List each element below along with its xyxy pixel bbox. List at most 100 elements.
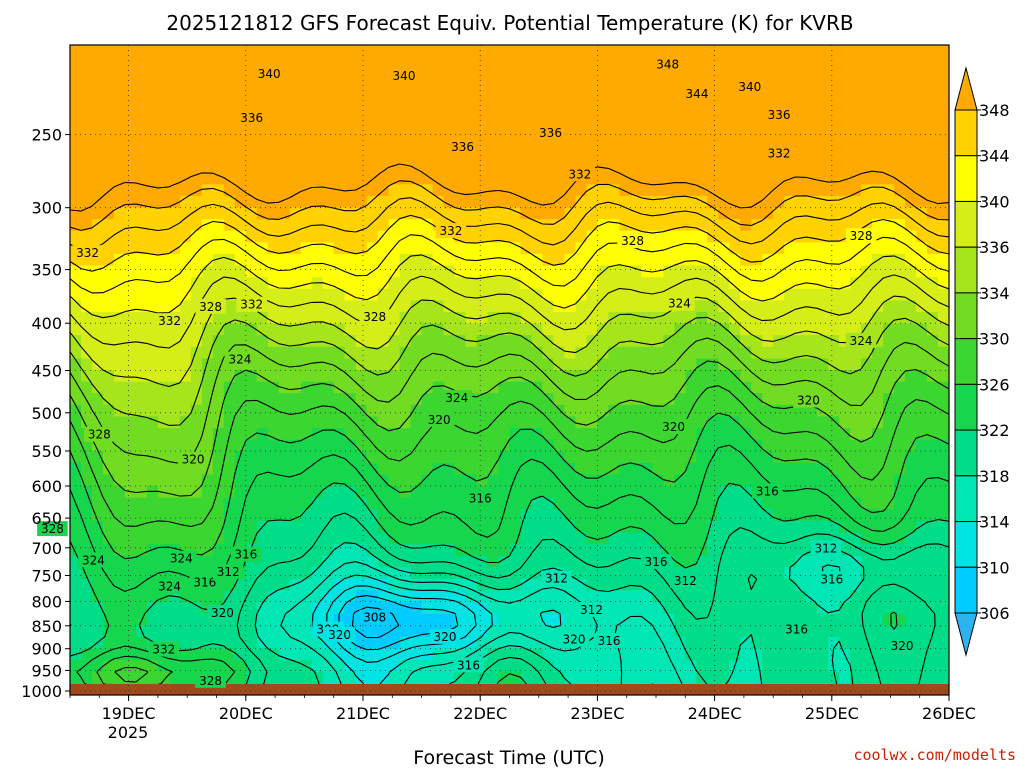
heatmap-cell [916, 346, 928, 359]
heatmap-cell [685, 532, 697, 545]
heatmap-cell [344, 207, 357, 220]
colorbar-bin [954, 155, 978, 202]
heatmap-cell [102, 184, 115, 197]
heatmap-cell [80, 79, 93, 93]
heatmap-cell [597, 416, 609, 429]
heatmap-cell [795, 103, 807, 116]
heatmap-cell [311, 578, 324, 592]
heatmap-cell [553, 149, 566, 162]
heatmap-cell [729, 451, 741, 464]
heatmap-cell [399, 602, 412, 615]
heatmap-cell [641, 404, 653, 418]
heatmap-cell [454, 45, 467, 58]
heatmap-cell [938, 358, 949, 371]
heatmap-cell [80, 219, 93, 232]
heatmap-cell [542, 636, 555, 650]
contour-label-bg [640, 553, 672, 569]
heatmap-cell [311, 370, 324, 383]
heatmap-cell [861, 277, 873, 290]
heatmap-cell [729, 532, 741, 545]
heatmap-cell [575, 613, 588, 626]
heatmap-cell [388, 520, 401, 534]
heatmap-cell [102, 671, 115, 684]
heatmap-cell [608, 451, 620, 464]
heatmap-cell [80, 578, 93, 592]
heatmap-cell [784, 45, 796, 58]
heatmap-cell [597, 509, 609, 522]
heatmap-cell [718, 544, 730, 557]
heatmap-cell [476, 346, 489, 359]
heatmap-cell [652, 590, 664, 603]
heatmap-cell [751, 358, 763, 371]
heatmap-cell [70, 451, 82, 464]
heatmap-cell [146, 544, 159, 557]
heatmap-cell [784, 462, 796, 476]
heatmap-cell [597, 242, 609, 255]
heatmap-cell [256, 149, 269, 162]
heatmap-cell [355, 126, 368, 139]
heatmap-cell [465, 416, 478, 429]
heatmap-cell [795, 648, 807, 661]
heatmap-cell [905, 161, 917, 174]
heatmap-cell [476, 323, 489, 336]
heatmap-cell [113, 114, 126, 127]
heatmap-cell [729, 602, 741, 615]
heatmap-cell [883, 79, 895, 93]
heatmap-cell [234, 474, 247, 487]
contour-label-bg [37, 521, 68, 537]
heatmap-cell [762, 578, 774, 592]
heatmap-cell [520, 578, 533, 592]
contour-label-bg [423, 411, 455, 427]
heatmap-cell [355, 648, 368, 661]
heatmap-cell [718, 636, 730, 650]
heatmap-cell [366, 253, 379, 267]
heatmap-cell [256, 184, 269, 197]
heatmap-cell [399, 416, 412, 429]
heatmap-cell [751, 625, 763, 638]
heatmap-cell [102, 114, 115, 127]
heatmap-cell [784, 311, 796, 325]
heatmap-cell [784, 404, 796, 418]
heatmap-cell [927, 219, 939, 232]
colorbar-bin [954, 292, 978, 340]
heatmap-cell [179, 671, 192, 684]
heatmap-cell [883, 184, 895, 197]
heatmap-cell [531, 288, 544, 301]
heatmap-cell [707, 335, 719, 348]
heatmap-cell [399, 520, 412, 534]
heatmap-cell [696, 439, 708, 452]
heatmap-cell [498, 393, 511, 406]
heatmap-cell [707, 613, 719, 626]
heatmap-cell [509, 265, 522, 278]
heatmap-cell [333, 114, 346, 127]
heatmap-cell [916, 578, 928, 592]
heatmap-cell [916, 404, 928, 418]
heatmap-cell [872, 242, 884, 255]
heatmap-cell [256, 544, 269, 557]
heatmap-cell [377, 381, 390, 394]
heatmap-cell [619, 346, 631, 359]
heatmap-cell [806, 648, 818, 661]
heatmap-cell [641, 648, 653, 661]
heatmap-cell [289, 358, 302, 371]
heatmap-cell [773, 532, 785, 545]
heatmap-cell [784, 474, 796, 487]
heatmap-cell [718, 625, 730, 638]
heatmap-cell [729, 474, 741, 487]
y-tick-label: 650 [31, 509, 62, 528]
heatmap-cell [619, 404, 631, 418]
heatmap-cell [443, 79, 456, 93]
heatmap-cell [124, 590, 137, 603]
heatmap-cell [762, 219, 774, 232]
heatmap-cell [916, 393, 928, 406]
heatmap-cell [300, 230, 313, 243]
heatmap-cell [190, 79, 203, 93]
heatmap-cell [245, 149, 258, 162]
heatmap-cell [861, 486, 873, 499]
heatmap-cell [300, 68, 313, 81]
heatmap-cell [377, 219, 390, 232]
heatmap-cell [784, 497, 796, 510]
contour-line [70, 360, 949, 497]
heatmap-cell [784, 671, 796, 684]
heatmap-cell [641, 532, 653, 545]
